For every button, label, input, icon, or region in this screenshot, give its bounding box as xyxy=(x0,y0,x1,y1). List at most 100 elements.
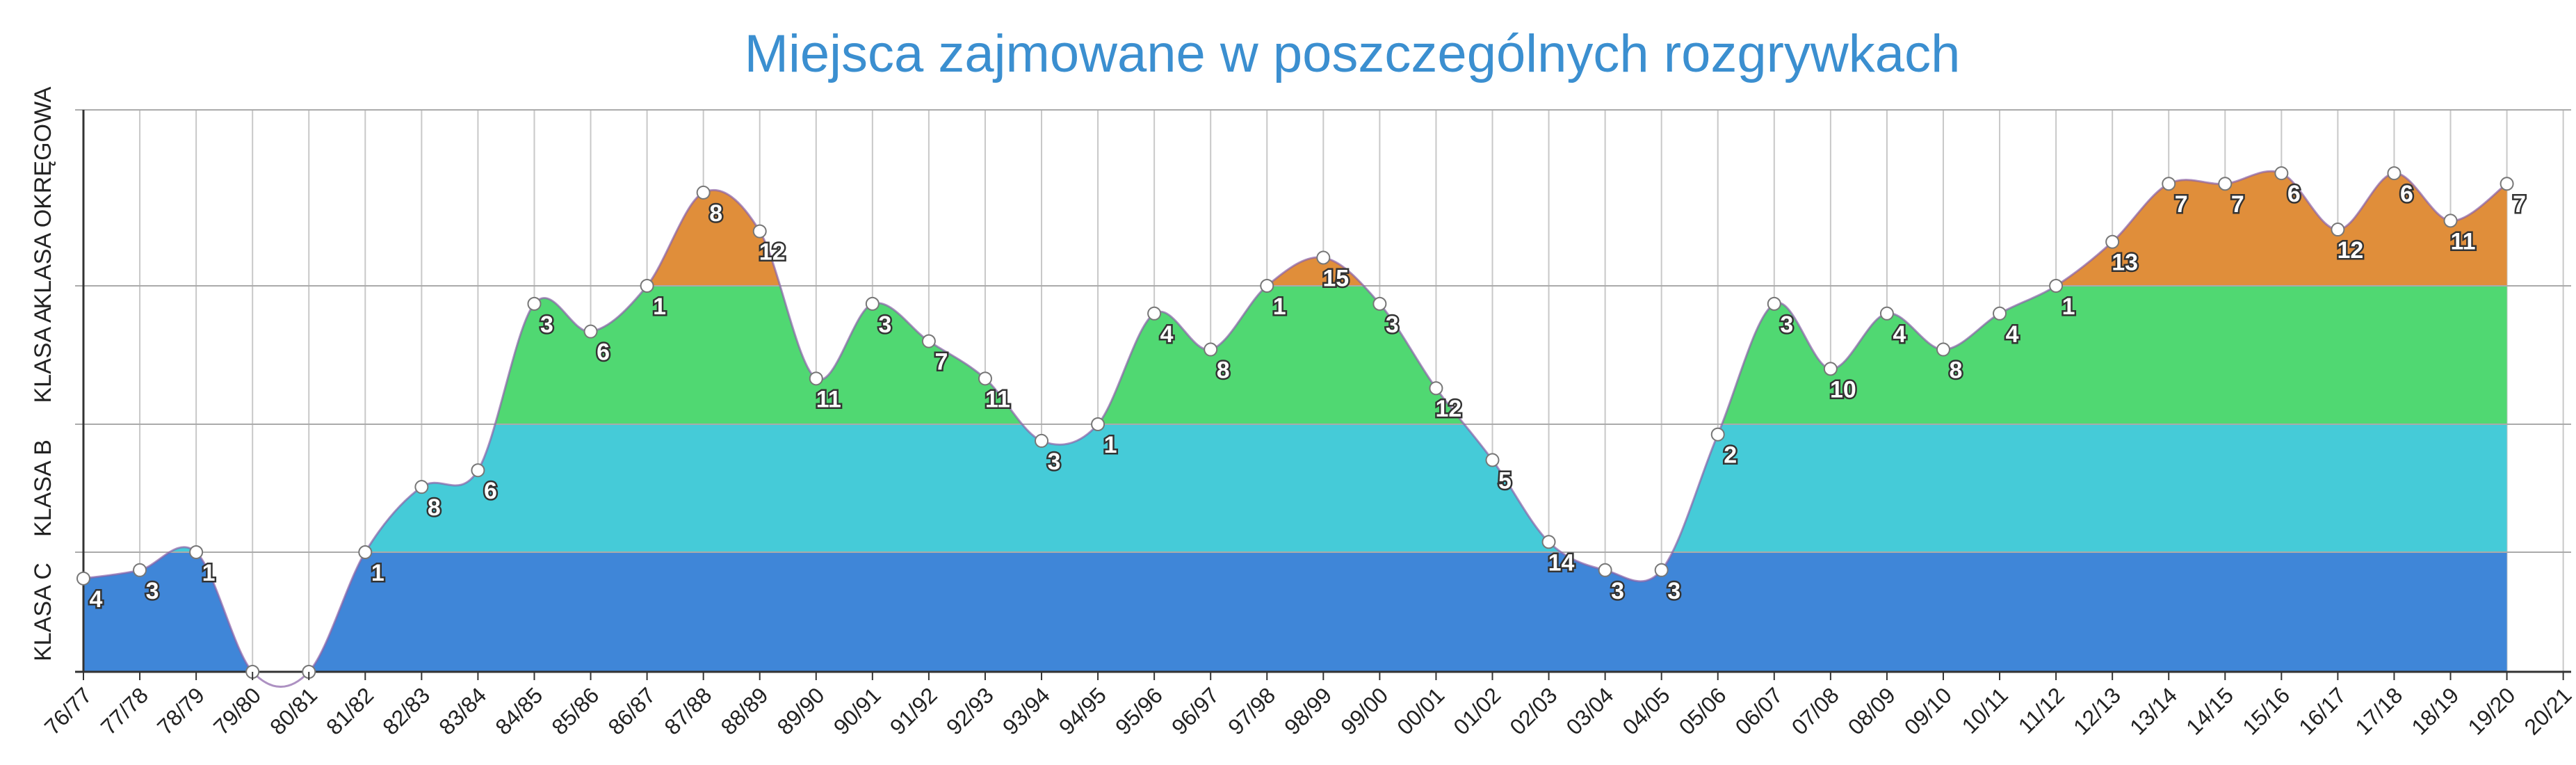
x-tick-label: 18/19 xyxy=(2406,682,2463,739)
x-tick-label: 83/84 xyxy=(434,682,491,739)
x-tick-label: 98/99 xyxy=(1279,682,1336,739)
data-label: 4 xyxy=(90,586,103,613)
point xyxy=(1710,427,1725,442)
data-label: 1 xyxy=(2062,293,2075,320)
band-label: KLASA C xyxy=(30,563,56,661)
data-label: 12 xyxy=(759,239,786,266)
x-tick-label: 08/09 xyxy=(1843,682,1900,739)
point xyxy=(2387,166,2401,181)
data-label: 1 xyxy=(1273,293,1286,320)
point xyxy=(76,571,90,586)
x-tick-label: 77/78 xyxy=(96,682,153,739)
x-tick-label: 10/11 xyxy=(1957,682,2013,738)
x-tick-label: 06/07 xyxy=(1731,682,1788,739)
point xyxy=(1654,563,1669,577)
x-tick-label: 99/00 xyxy=(1336,682,1393,739)
x-tick-label: 07/08 xyxy=(1787,682,1844,739)
point xyxy=(414,480,429,494)
band-label: KLASA B xyxy=(30,440,56,537)
point xyxy=(1372,296,1387,311)
x-tick-label: 96/97 xyxy=(1167,682,1224,739)
x-tick-label: 05/06 xyxy=(1674,682,1731,739)
data-label: 14 xyxy=(1548,549,1575,576)
x-tick-label: 01/02 xyxy=(1448,682,1505,739)
data-label: 11 xyxy=(985,386,1010,412)
data-label: 7 xyxy=(2175,191,2188,218)
data-label: 8 xyxy=(1950,357,1963,384)
point xyxy=(978,371,992,386)
point xyxy=(358,545,373,559)
data-label: 3 xyxy=(146,578,159,604)
data-label: 10 xyxy=(1830,376,1856,403)
data-label: 1 xyxy=(371,560,384,586)
x-tick-label: 76/77 xyxy=(40,682,97,739)
point xyxy=(2274,166,2289,181)
point xyxy=(1429,381,1443,396)
x-tick-label: 94/95 xyxy=(1054,682,1111,739)
point xyxy=(1147,306,1162,321)
data-label: 4 xyxy=(2006,321,2019,348)
x-tick-label: 14/15 xyxy=(2181,682,2238,739)
x-tick-label: 87/88 xyxy=(660,682,717,739)
x-tick-label: 02/03 xyxy=(1505,682,1562,739)
point xyxy=(583,324,598,339)
point xyxy=(865,296,880,311)
point xyxy=(696,185,711,200)
band-label: KLASA A xyxy=(30,307,56,403)
data-label: 8 xyxy=(1217,357,1230,384)
point xyxy=(189,545,204,559)
data-label: 3 xyxy=(1386,312,1399,338)
data-label: 4 xyxy=(1893,321,1906,348)
point xyxy=(471,463,485,478)
x-tick-label: 09/10 xyxy=(1899,682,1957,739)
x-tick-label: 89/90 xyxy=(772,682,829,739)
data-label: 1 xyxy=(653,293,666,320)
point xyxy=(1993,306,2007,321)
band-fill xyxy=(83,552,2507,672)
data-label: 3 xyxy=(1667,578,1680,604)
point xyxy=(1204,342,1218,357)
x-tick-label: 85/86 xyxy=(546,682,604,739)
data-label: 11 xyxy=(816,386,841,412)
data-label: 2 xyxy=(1724,442,1737,469)
x-tick-label: 88/89 xyxy=(716,682,773,739)
data-label: 12 xyxy=(2337,237,2363,264)
point xyxy=(1936,342,1950,357)
point xyxy=(1091,417,1105,431)
band-fill xyxy=(647,171,2507,286)
data-label: 3 xyxy=(540,312,553,338)
data-label: 8 xyxy=(709,200,722,227)
x-tick-label: 16/17 xyxy=(2294,682,2351,739)
data-label: 4 xyxy=(1160,321,1174,348)
point xyxy=(1260,279,1274,293)
point xyxy=(1767,296,1781,311)
point xyxy=(133,563,147,577)
data-label: 1 xyxy=(1104,432,1117,458)
point xyxy=(640,279,654,293)
point xyxy=(1823,362,1838,376)
x-tick-label: 92/93 xyxy=(941,682,998,739)
x-tick-label: 79/80 xyxy=(209,682,266,739)
data-label: 7 xyxy=(2231,191,2244,218)
data-label: 8 xyxy=(428,494,441,521)
data-label: 6 xyxy=(597,339,610,366)
point xyxy=(752,224,767,239)
x-tick-label: 90/91 xyxy=(829,682,886,739)
x-tick-label: 84/85 xyxy=(490,682,547,739)
data-label: 3 xyxy=(878,312,891,338)
point xyxy=(2443,214,2458,228)
x-tick-label: 93/94 xyxy=(998,682,1055,739)
data-label: 6 xyxy=(484,478,497,504)
point xyxy=(1541,535,1556,549)
point xyxy=(2162,177,2176,191)
x-tick-label: 80/81 xyxy=(265,682,322,739)
data-label: 13 xyxy=(2112,250,2138,276)
point xyxy=(2218,177,2233,191)
x-tick-label: 86/87 xyxy=(603,682,660,739)
x-tick-label: 00/01 xyxy=(1392,682,1449,739)
x-tick-label: 12/13 xyxy=(2068,682,2125,739)
data-label: 6 xyxy=(2287,181,2301,207)
x-tick-label: 82/83 xyxy=(378,682,435,739)
chart-title: Miejsca zajmowane w poszczególnych rozgr… xyxy=(745,24,1961,83)
x-tick-label: 03/04 xyxy=(1561,682,1618,739)
